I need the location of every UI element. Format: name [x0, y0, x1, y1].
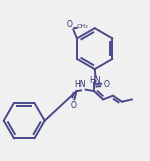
Text: HN: HN [74, 80, 85, 89]
Text: O: O [70, 101, 76, 110]
Text: CH₃: CH₃ [77, 24, 89, 28]
Text: HN: HN [90, 76, 101, 85]
Text: O: O [67, 20, 72, 28]
Text: O: O [103, 80, 109, 89]
